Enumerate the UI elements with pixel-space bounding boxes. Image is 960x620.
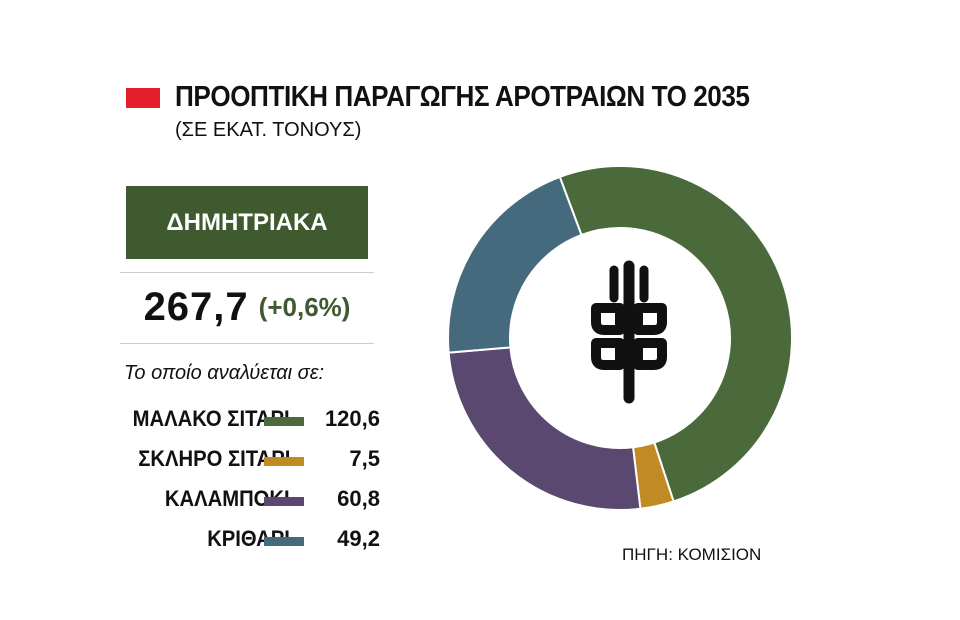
- legend-value: 120,6: [324, 406, 380, 431]
- legend-swatch: [264, 537, 304, 546]
- legend-row: ΜΑΛΑΚΟ ΣΙΤΑΡΙ 120,6: [40, 406, 380, 436]
- donut-slice: [558, 165, 793, 503]
- chart-title: ΠΡΟΟΠΤΙΚΗ ΠΑΡΑΓΩΓΗΣ ΑΡΟΤΡΑΙΩΝ ΤΟ 2035: [175, 81, 750, 113]
- legend-value: 49,2: [337, 526, 380, 551]
- wheat-icon: [591, 260, 667, 404]
- legend-value: 60,8: [337, 486, 380, 511]
- legend-swatch: [264, 417, 304, 426]
- total-change: (+0,6%): [258, 291, 351, 322]
- donut-slice: [447, 175, 583, 354]
- legend-swatch: [264, 457, 304, 466]
- legend-row: ΚΡΙΘΑΡΙ 49,2: [40, 526, 380, 556]
- donut-chart: [447, 165, 793, 511]
- breakdown-label: Το οποίο αναλύεται σε:: [124, 362, 325, 384]
- total-value: 267,7: [143, 284, 249, 329]
- title-marker: [126, 88, 160, 108]
- source-note: ΠΗΓΗ: ΚΟΜΙΣΙΟΝ: [622, 545, 762, 564]
- legend-label: ΜΑΛΑΚΟ ΣΙΤΑΡΙ: [132, 406, 290, 431]
- total-row: 267,7 (+0,6%): [120, 280, 374, 334]
- divider-bottom: [120, 343, 374, 344]
- legend-value: 7,5: [349, 446, 380, 471]
- legend-swatch: [264, 497, 304, 506]
- legend-row: ΚΑΛΑΜΠΟΚΙ 60,8: [40, 486, 380, 516]
- legend-row: ΣΚΛΗΡΟ ΣΙΤΑΡΙ 7,5: [40, 446, 380, 476]
- donut-slice: [447, 346, 642, 511]
- category-box: ΔΗΜΗΤΡΙΑΚΑ: [126, 186, 368, 259]
- chart-subtitle: (ΣΕ ΕΚΑΤ. ΤΟΝΟΥΣ): [175, 119, 362, 141]
- divider-top: [120, 272, 374, 273]
